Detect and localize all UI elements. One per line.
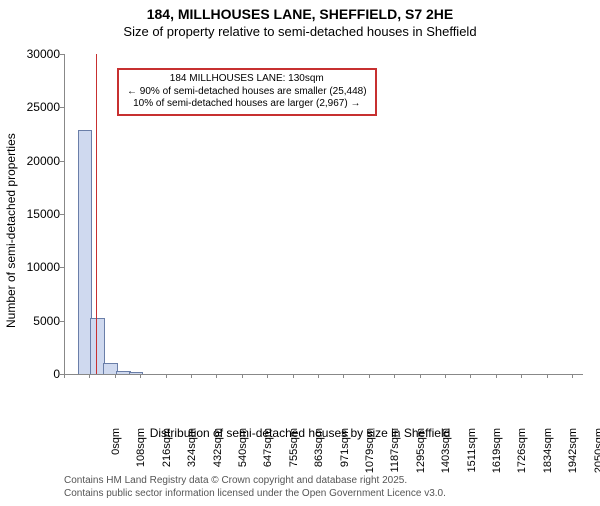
x-tick-mark — [470, 374, 471, 378]
y-tick-label: 15000 — [0, 207, 60, 221]
property-marker-line — [96, 54, 97, 374]
footer-line-1: Contains HM Land Registry data © Crown c… — [64, 474, 446, 487]
x-tick-mark — [64, 374, 65, 378]
x-tick-mark — [445, 374, 446, 378]
chart-subtitle: Size of property relative to semi-detach… — [0, 24, 600, 39]
x-tick-mark — [343, 374, 344, 378]
footer-attribution: Contains HM Land Registry data © Crown c… — [64, 474, 446, 500]
y-tick-label: 20000 — [0, 154, 60, 168]
chart-container: Number of semi-detached properties 05000… — [0, 48, 600, 428]
x-tick-mark — [166, 374, 167, 378]
x-axis-label: Distribution of semi-detached houses by … — [0, 426, 600, 440]
y-tick-label: 30000 — [0, 47, 60, 61]
x-tick-mark — [267, 374, 268, 378]
y-tick-label: 10000 — [0, 260, 60, 274]
chart-title: 184, MILLHOUSES LANE, SHEFFIELD, S7 2HE — [0, 6, 600, 22]
y-tick-label: 25000 — [0, 100, 60, 114]
annotation-line-1: 184 MILLHOUSES LANE: 130sqm — [127, 73, 367, 86]
x-tick-mark — [216, 374, 217, 378]
x-tick-mark — [89, 374, 90, 378]
x-tick-mark — [521, 374, 522, 378]
x-tick-mark — [394, 374, 395, 378]
x-tick-mark — [547, 374, 548, 378]
x-tick-mark — [191, 374, 192, 378]
y-tick-label: 0 — [0, 367, 60, 381]
x-tick-mark — [496, 374, 497, 378]
x-tick-mark — [572, 374, 573, 378]
x-tick-mark — [115, 374, 116, 378]
x-tick-mark — [293, 374, 294, 378]
annotation-line-2: ← 90% of semi-detached houses are smalle… — [127, 86, 367, 99]
x-tick-mark — [318, 374, 319, 378]
x-tick-mark — [242, 374, 243, 378]
x-tick-mark — [420, 374, 421, 378]
plot-area: 184 MILLHOUSES LANE: 130sqm ← 90% of sem… — [64, 54, 583, 375]
annotation-box: 184 MILLHOUSES LANE: 130sqm ← 90% of sem… — [117, 68, 377, 116]
y-tick-label: 5000 — [0, 314, 60, 328]
annotation-line-3: 10% of semi-detached houses are larger (… — [127, 98, 367, 111]
x-tick-mark — [140, 374, 141, 378]
x-tick-mark — [369, 374, 370, 378]
footer-line-2: Contains public sector information licen… — [64, 487, 446, 500]
